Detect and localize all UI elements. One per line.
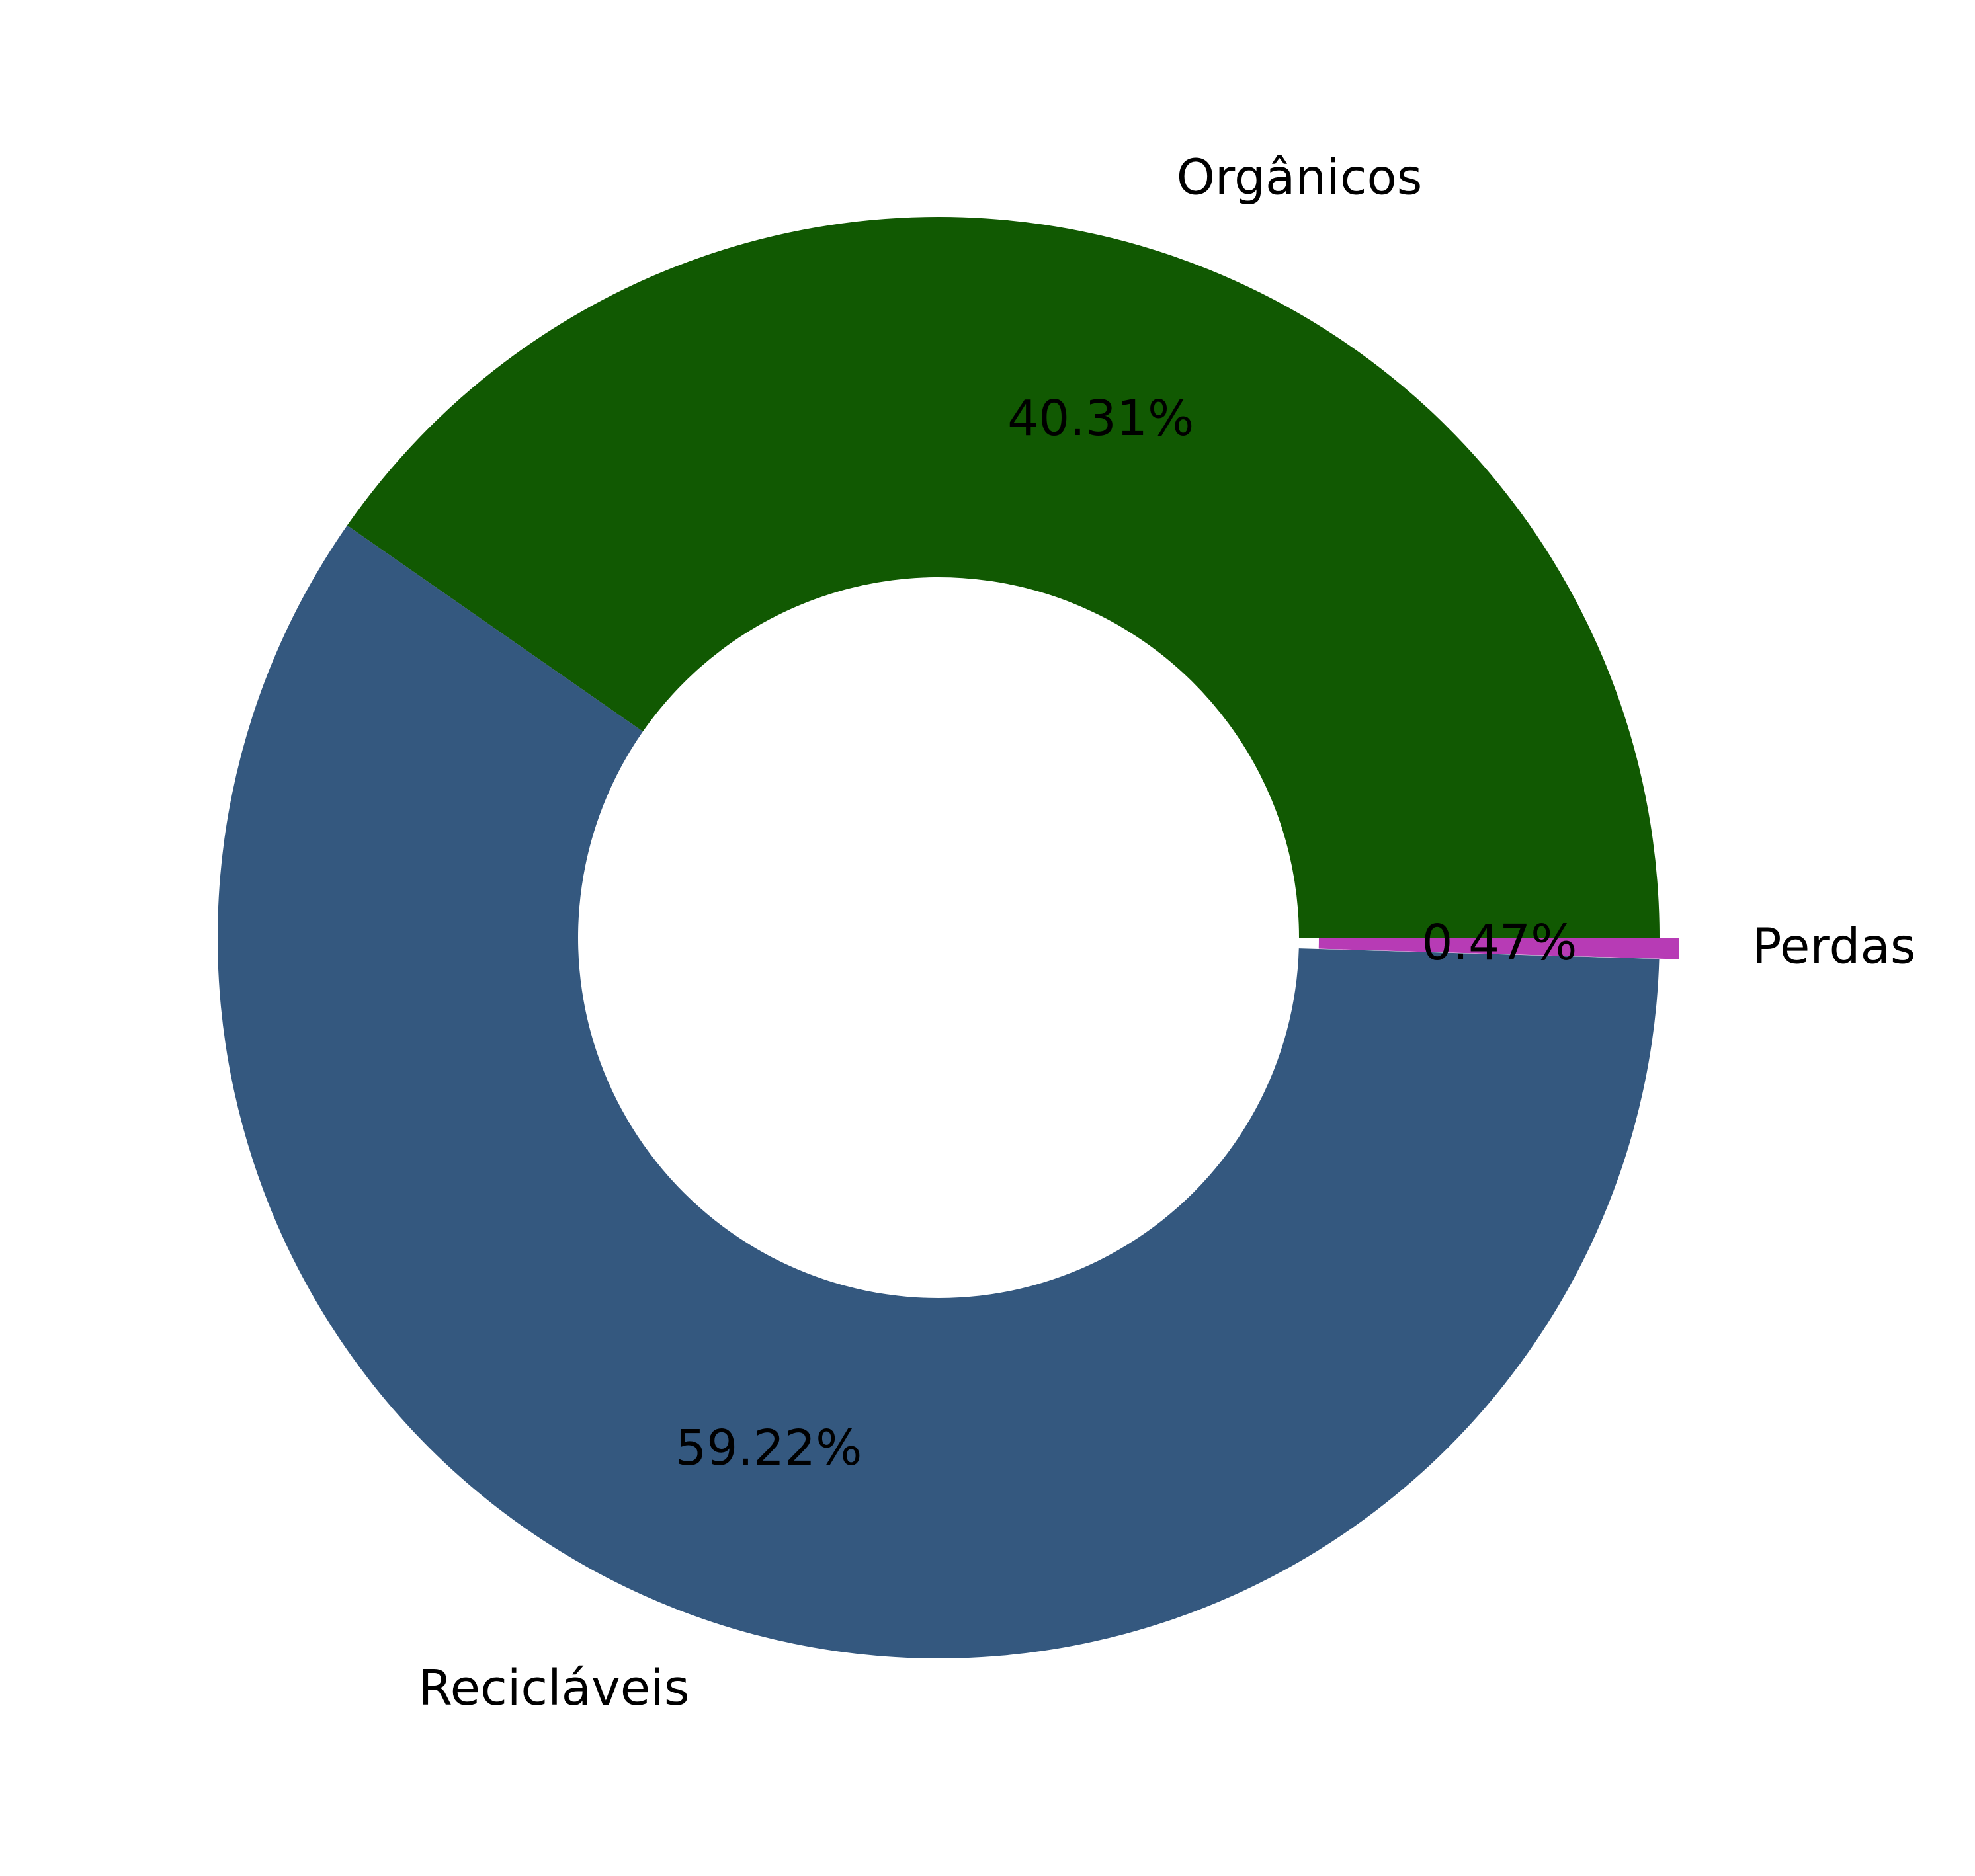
percentage-label: 0.47% <box>1421 915 1577 971</box>
category-label: Orgânicos <box>1177 149 1423 206</box>
category-label: Perdas <box>1752 918 1916 975</box>
donut-slices <box>217 217 1679 1659</box>
slice-perdas <box>1318 938 1679 959</box>
donut-labels: Orgânicos 40.31% Recicláveis 59.22% Perdas 0.… <box>419 149 1916 1717</box>
slice-reciclaveis <box>217 525 1660 1659</box>
slice-organicos <box>347 217 1660 938</box>
percentage-label: 40.31% <box>1007 390 1194 447</box>
percentage-label: 59.22% <box>675 1420 862 1477</box>
category-label: Recicláveis <box>419 1660 690 1717</box>
